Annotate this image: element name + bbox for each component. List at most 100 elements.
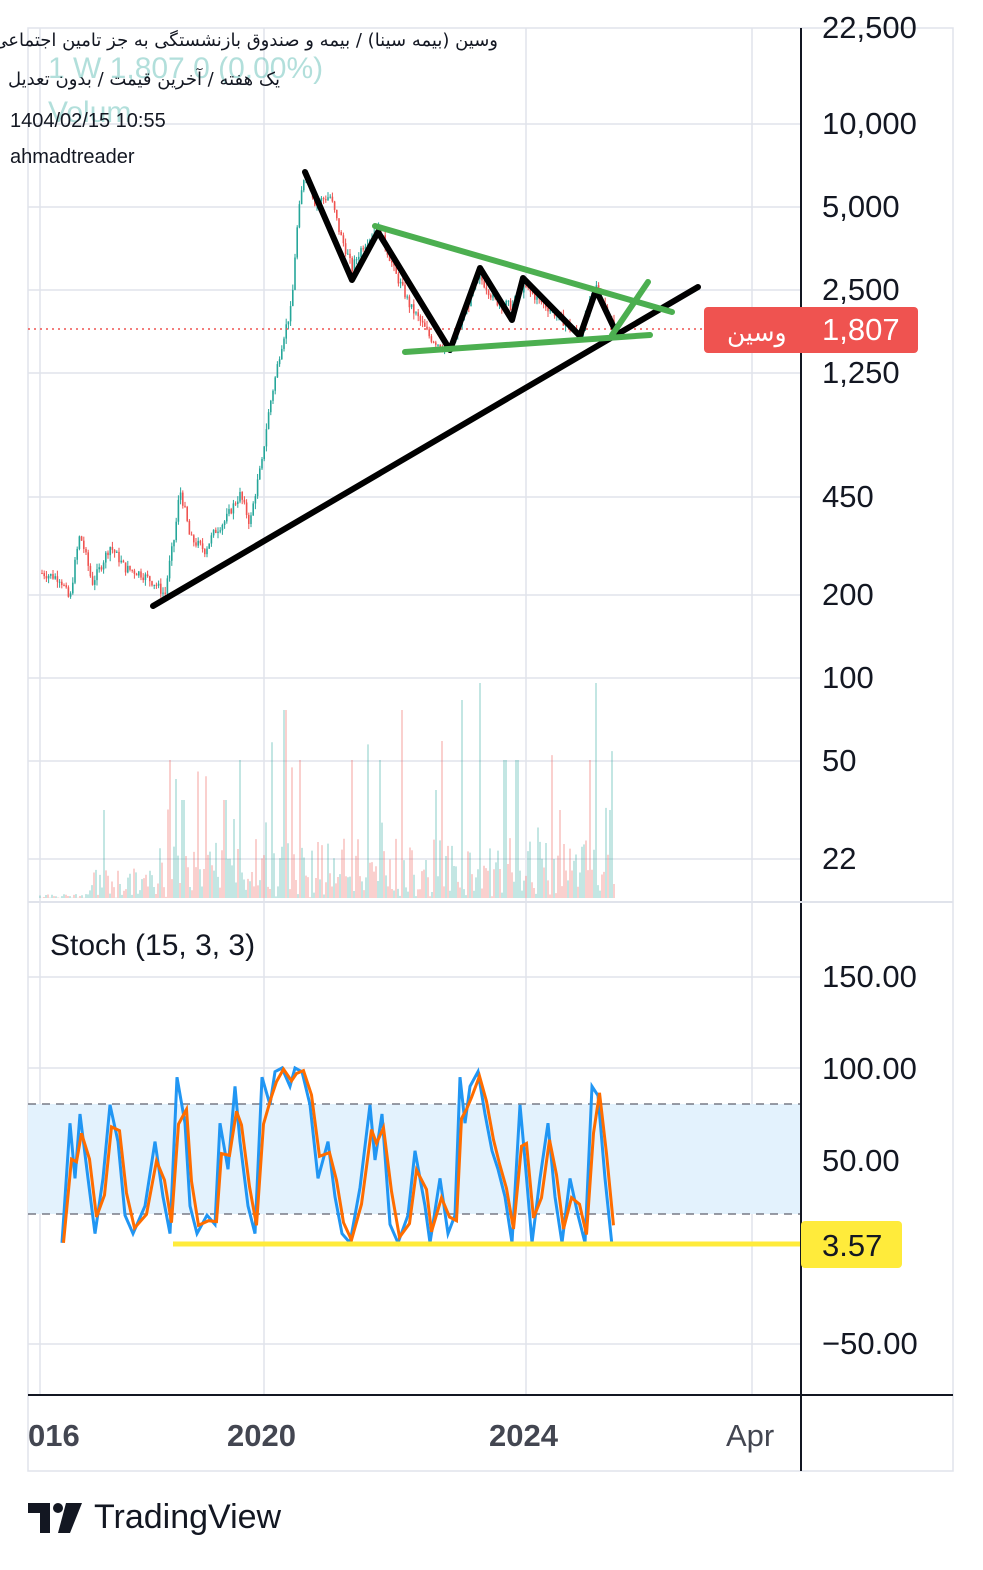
chart-frame — [27, 27, 954, 1472]
candle-body — [415, 312, 417, 314]
candle-body — [327, 197, 329, 201]
candle-body — [237, 501, 239, 505]
candle-body — [344, 243, 347, 255]
candle-body — [127, 565, 129, 573]
candle-body — [402, 281, 404, 285]
candle-body — [338, 218, 340, 232]
candle-body — [408, 296, 411, 308]
candle-body — [201, 543, 204, 550]
price-tag-value: 1,807 — [822, 312, 900, 347]
candle-body — [204, 549, 206, 555]
candle-body — [85, 548, 87, 553]
candle-body — [261, 459, 263, 469]
candle-body — [67, 587, 70, 597]
candle-body — [210, 535, 213, 544]
price-axis-tick: 22,500 — [822, 10, 917, 45]
candle-body — [360, 248, 362, 257]
stoch-d-line — [62, 1066, 615, 1245]
candle-body — [523, 282, 525, 293]
candle-body — [186, 506, 188, 521]
candle-body — [331, 196, 334, 202]
candle-body — [241, 491, 243, 500]
candle-body — [153, 584, 155, 586]
candle-body — [168, 560, 171, 579]
candle-body — [285, 324, 287, 339]
stoch-title: Stoch (15, 3, 3) — [50, 929, 255, 962]
candle-body — [157, 583, 160, 586]
candle-body — [267, 412, 270, 430]
candle-body — [129, 565, 131, 570]
candle-body — [325, 199, 327, 201]
candle-body — [102, 562, 105, 570]
candle-body — [505, 300, 507, 306]
candle-body — [274, 377, 276, 391]
candle-body — [342, 235, 345, 244]
candle-body — [100, 567, 103, 570]
candle-body — [263, 446, 265, 460]
candle-body — [223, 521, 226, 526]
time-label-2020: 2020 — [227, 1418, 296, 1453]
candle-body — [320, 198, 323, 202]
candle-body — [142, 577, 144, 581]
author: ahmadtreader — [10, 146, 135, 168]
candle-body — [303, 180, 305, 191]
candle-body — [322, 198, 325, 200]
candle-body — [41, 573, 43, 575]
candle-body — [399, 281, 402, 284]
candle-body — [52, 574, 54, 579]
time-label-2024: 2024 — [489, 1418, 559, 1453]
candle-body — [111, 547, 114, 550]
candle-body — [109, 547, 111, 556]
candle-body — [254, 496, 257, 504]
candle-body — [278, 359, 281, 365]
tradingview-logo[interactable]: TradingView — [28, 1498, 281, 1537]
price-axis-tick: 10,000 — [822, 106, 917, 141]
candle-body — [54, 576, 56, 579]
candle-body — [135, 573, 138, 576]
candle-body — [151, 581, 153, 586]
candle-body — [105, 552, 107, 563]
candle-body — [155, 584, 158, 586]
zigzag-line — [302, 169, 618, 353]
candle-body — [131, 569, 133, 571]
candle-body — [91, 576, 94, 585]
candle-body — [197, 540, 199, 546]
candle-body — [336, 209, 338, 219]
price-tag-bg — [704, 307, 918, 353]
candle-body — [230, 509, 232, 514]
candle-body — [355, 259, 358, 261]
candle-body — [138, 571, 140, 576]
candle-body — [333, 201, 336, 210]
candle-body — [419, 316, 422, 321]
candle-body — [226, 513, 228, 522]
candle-body — [435, 342, 437, 345]
candle-body — [166, 578, 169, 594]
candle-body — [393, 262, 395, 266]
chart-settings: یک هفته / آخرین قیمت / بدون تعدیل — [7, 69, 280, 90]
candle-body — [179, 492, 182, 500]
candle-body — [175, 521, 177, 541]
candle-body — [212, 529, 215, 536]
candle-body — [404, 284, 406, 298]
candle-body — [118, 551, 120, 563]
tradingview-brand: TradingView — [94, 1498, 282, 1536]
candle-body — [289, 306, 292, 322]
candle-body — [300, 190, 303, 205]
candle-body — [298, 204, 301, 228]
candle-body — [349, 253, 351, 259]
candle-body — [215, 529, 217, 533]
candle-body — [347, 253, 349, 255]
candle-body — [228, 509, 230, 514]
candle-body — [58, 581, 61, 583]
candle-body — [248, 514, 250, 524]
candle-body — [72, 582, 74, 594]
candle-body — [50, 574, 52, 576]
candle-body — [509, 300, 512, 311]
candle-body — [98, 567, 100, 570]
price-tag-name: وسین — [727, 318, 787, 348]
candle-body — [406, 296, 408, 298]
triangle-upper-line — [372, 223, 675, 315]
candle-body — [294, 257, 296, 290]
price-axis-tick: 22 — [822, 841, 856, 876]
